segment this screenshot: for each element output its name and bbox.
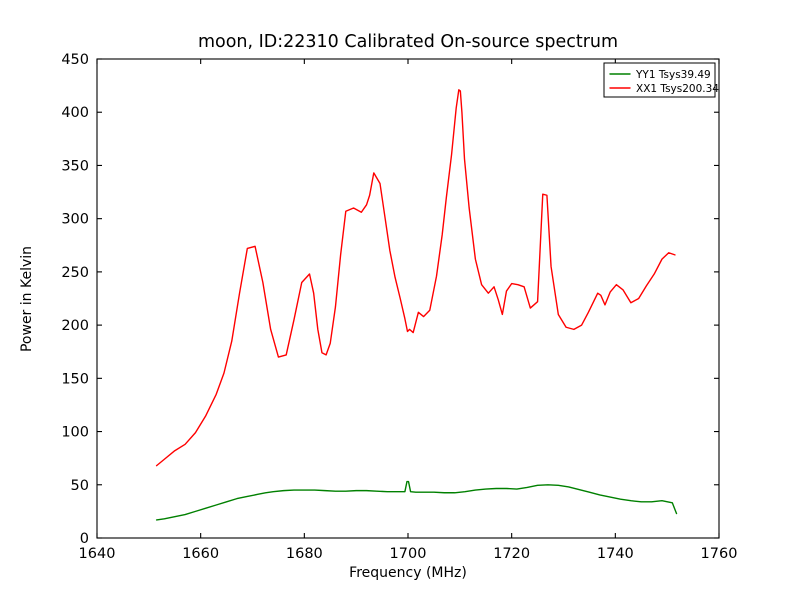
x-tick-label: 1660 — [182, 546, 219, 562]
y-tick-label: 0 — [80, 531, 89, 547]
y-tick-label: 100 — [61, 425, 89, 441]
y-axis-label: Power in Kelvin — [19, 246, 35, 352]
legend-label-xx1: XX1 Tsys200.34 — [636, 83, 719, 95]
y-tick-label: 250 — [61, 265, 89, 281]
y-tick-label: 150 — [61, 371, 89, 387]
y-tick-label: 350 — [61, 158, 89, 174]
y-tick-label: 50 — [71, 478, 89, 494]
page-title: moon, ID:22310 Calibrated On-source spec… — [198, 32, 618, 52]
legend-frame — [603, 62, 716, 98]
chart-title-group: moon, ID:22310 Calibrated On-source spec… — [198, 32, 618, 52]
series-line-yy1 — [155, 480, 678, 521]
x-tick-label: 1720 — [493, 546, 530, 562]
x-axis-label-group: Frequency (MHz) — [349, 565, 467, 581]
data-series-group — [155, 89, 678, 521]
legend-label-yy1: YY1 Tsys39.49 — [635, 69, 711, 81]
legend: YY1 Tsys39.49 XX1 Tsys200.34 — [603, 62, 719, 98]
x-tick-label: 1680 — [286, 546, 323, 562]
y-tick-label: 300 — [61, 212, 89, 228]
axis-ticks-group: 1640 1660 1680 1700 1720 1740 1760 0 50 100 150 200… — [61, 52, 737, 562]
y-tick-label: 450 — [61, 52, 89, 68]
y-axis-label-group: Power in Kelvin — [19, 246, 35, 352]
series-line-xx1 — [155, 89, 676, 467]
y-tick-label: 200 — [61, 318, 89, 334]
x-tick-label: 1700 — [390, 546, 427, 562]
plot-frame — [96, 58, 720, 539]
x-tick-label: 1740 — [597, 546, 634, 562]
x-axis-label: Frequency (MHz) — [349, 565, 467, 581]
x-tick-label: 1760 — [701, 546, 738, 562]
y-tick-label: 400 — [61, 105, 89, 121]
x-tick-label: 1640 — [79, 546, 116, 562]
